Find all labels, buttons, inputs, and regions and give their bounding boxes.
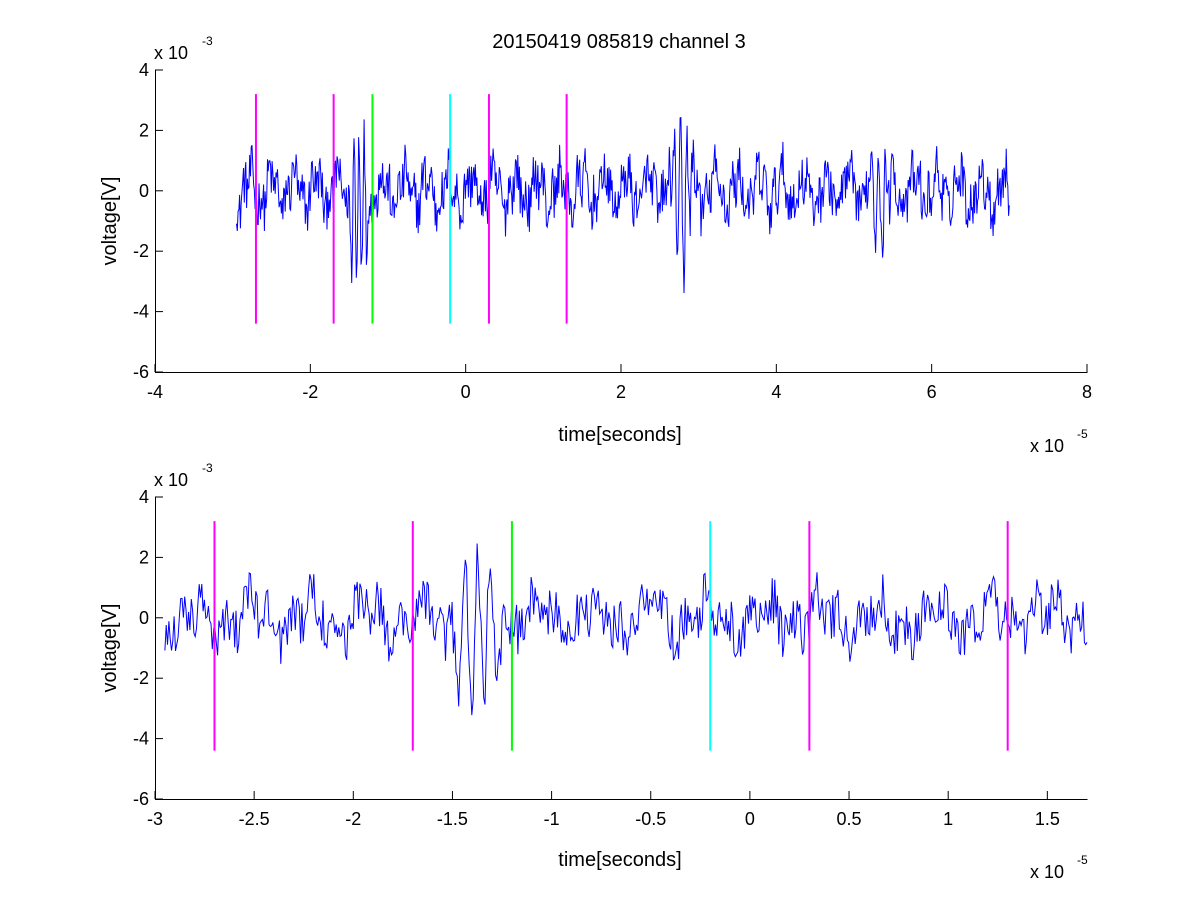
bottom-subplot: -3 -2.5 -2 -1.5 -1 -0.5 0 0.5 1 1.5 -6 -4 -2 0 2 4 time… bbox=[99, 461, 1088, 882]
top-plot-marks bbox=[236, 94, 1010, 324]
bottom-y-exponent: -3 bbox=[202, 461, 213, 475]
x-tick-label: 0 bbox=[745, 809, 755, 829]
top-x-exponent-base: x 10 bbox=[1030, 436, 1064, 456]
figure-title: 20150419 085819 channel 3 bbox=[492, 31, 746, 53]
top-xlabel: time[seconds] bbox=[558, 424, 681, 446]
x-tick-label: 0.5 bbox=[837, 809, 862, 829]
top-axis-box bbox=[155, 70, 1088, 373]
x-tick-label: -1.5 bbox=[437, 809, 468, 829]
top-x-exponent: -5 bbox=[1077, 427, 1088, 441]
bottom-ticks: -3 -2.5 -2 -1.5 -1 -0.5 0 0.5 1 1.5 -6 -4 -2 0 2 4 bbox=[133, 487, 1060, 829]
y-tick-label: -4 bbox=[133, 729, 149, 749]
y-tick-label: 0 bbox=[139, 181, 149, 201]
y-tick-label: 4 bbox=[139, 60, 149, 80]
x-tick-label: -2 bbox=[302, 382, 318, 402]
top-y-exponent: -3 bbox=[202, 34, 213, 48]
y-tick-label: -6 bbox=[133, 789, 149, 809]
top-ylabel: voltage[V] bbox=[99, 177, 121, 266]
x-tick-label: -2.5 bbox=[239, 809, 270, 829]
bottom-y-exponent-base: x 10 bbox=[154, 470, 188, 490]
top-y-exponent-base: x 10 bbox=[154, 43, 188, 63]
y-tick-label: -2 bbox=[133, 241, 149, 261]
x-tick-label: 6 bbox=[927, 382, 937, 402]
x-tick-label: 4 bbox=[771, 382, 781, 402]
y-tick-label: 2 bbox=[139, 120, 149, 140]
bottom-xlabel: time[seconds] bbox=[558, 849, 681, 871]
bottom-axis-box bbox=[155, 497, 1088, 800]
y-tick-label: 2 bbox=[139, 547, 149, 567]
bottom-x-exponent: -5 bbox=[1077, 853, 1088, 867]
bottom-ylabel: voltage[V] bbox=[99, 604, 121, 693]
x-tick-label: 2 bbox=[616, 382, 626, 402]
x-tick-label: 1 bbox=[943, 809, 953, 829]
x-tick-label: 1.5 bbox=[1035, 809, 1060, 829]
x-tick-label: -2 bbox=[345, 809, 361, 829]
signal-trace bbox=[164, 543, 1088, 716]
bottom-plot-marks bbox=[164, 521, 1088, 751]
bottom-x-exponent-base: x 10 bbox=[1030, 862, 1064, 882]
x-tick-label: 0 bbox=[461, 382, 471, 402]
y-tick-label: -6 bbox=[133, 362, 149, 382]
y-tick-label: -4 bbox=[133, 302, 149, 322]
x-tick-label: -0.5 bbox=[635, 809, 666, 829]
y-tick-label: 4 bbox=[139, 487, 149, 507]
x-tick-label: -3 bbox=[147, 809, 163, 829]
x-tick-label: -4 bbox=[147, 382, 163, 402]
x-tick-label: 8 bbox=[1082, 382, 1092, 402]
x-tick-label: -1 bbox=[544, 809, 560, 829]
y-tick-label: -2 bbox=[133, 668, 149, 688]
signal-trace bbox=[236, 116, 1010, 294]
y-tick-label: 0 bbox=[139, 608, 149, 628]
